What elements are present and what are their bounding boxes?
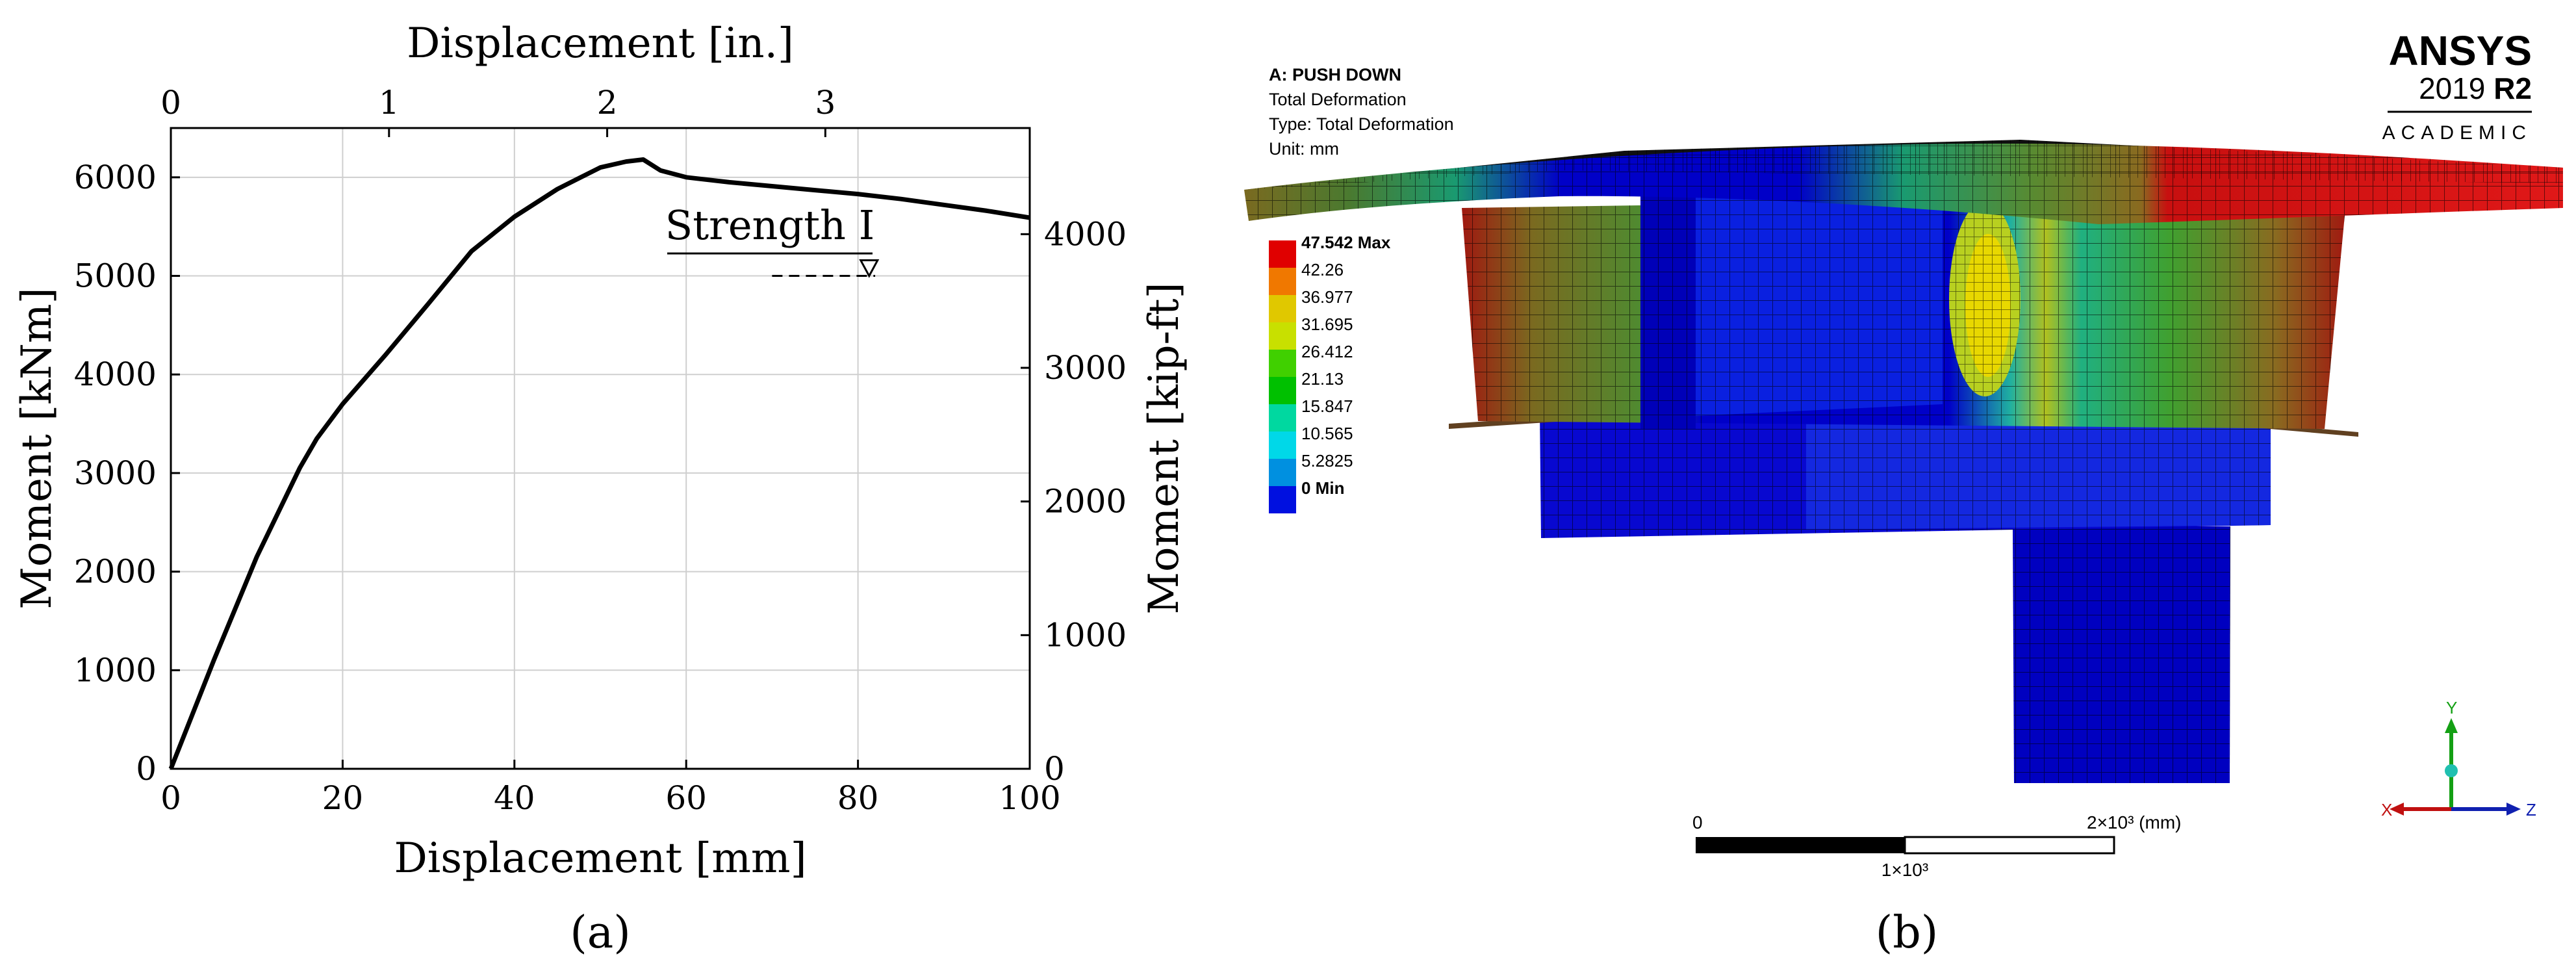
ansys-logo: ANSYS 2019 R2 ACADEMIC xyxy=(2382,27,2532,144)
axis-ticks xyxy=(170,128,1031,770)
right-tick-label: 2000 xyxy=(1044,483,1127,521)
y-tick-label: 4000 xyxy=(74,355,157,393)
logo-release: R2 xyxy=(2493,71,2532,105)
top-tick-label: 0 xyxy=(160,84,181,122)
header-line-2: Total Deformation xyxy=(1269,90,1407,109)
x-tick-label: 40 xyxy=(494,779,535,817)
y-tick-label: 6000 xyxy=(74,159,157,196)
moment-curve xyxy=(168,157,1030,770)
strength-label: Strength I xyxy=(665,201,874,249)
plot-frame xyxy=(170,127,1031,770)
right-tick-label: 3000 xyxy=(1044,349,1127,387)
triad-y-label: Y xyxy=(2446,698,2457,717)
legend-swatch xyxy=(1269,432,1296,459)
right-tick-label: 0 xyxy=(1044,750,1065,788)
legend-label: 21.13 xyxy=(1301,369,1344,389)
legend-swatch xyxy=(1269,295,1296,322)
legend-swatch xyxy=(1269,240,1296,268)
y-tick-label: 0 xyxy=(136,750,157,788)
legend-swatch xyxy=(1269,350,1296,377)
y-tick-label: 1000 xyxy=(74,651,157,689)
legend-label: 15.847 xyxy=(1301,396,1353,416)
strength-annotation: Strength I xyxy=(665,201,880,278)
y-axis-title: Moment [kNm] xyxy=(13,287,61,609)
legend-label: 31.695 xyxy=(1301,315,1353,334)
strength-marker xyxy=(859,259,880,278)
header-title: A: PUSH DOWN xyxy=(1269,65,1401,84)
scale-mid: 1×10³ xyxy=(1881,860,1928,880)
top-tick-label: 2 xyxy=(597,84,618,122)
x-tick-label: 80 xyxy=(837,779,879,817)
panel-a-label: (a) xyxy=(570,907,631,959)
y-tick-label: 5000 xyxy=(74,257,157,295)
legend-label: 26.412 xyxy=(1301,342,1353,361)
scale-bar-white xyxy=(1904,836,2115,855)
x-tick-label: 0 xyxy=(160,779,181,817)
scale-start: 0 xyxy=(1692,812,1703,832)
right-tick-label: 1000 xyxy=(1044,616,1127,654)
logo-edition: ACADEMIC xyxy=(2382,122,2532,144)
right-axis-title: Moment [kip-ft] xyxy=(1140,282,1188,614)
legend-label: 0 Min xyxy=(1301,478,1344,498)
y-tick-label: 2000 xyxy=(74,553,157,591)
logo-version: 2019 R2 xyxy=(2419,71,2532,105)
deformed-model xyxy=(1244,140,2563,783)
y-tick-label: 3000 xyxy=(74,454,157,492)
header-line-4: Unit: mm xyxy=(1269,139,1339,159)
x-tick-label: 100 xyxy=(999,779,1060,817)
logo-brand: ANSYS xyxy=(2389,27,2532,74)
legend-swatch xyxy=(1269,486,1296,513)
result-header: A: PUSH DOWN Total Deformation Type: Tot… xyxy=(1269,65,1454,159)
logo-version-number: 2019 xyxy=(2419,71,2485,105)
top-tick-label: 1 xyxy=(379,84,400,122)
fea-deformation-plot: A: PUSH DOWN Total Deformation Type: Tot… xyxy=(1244,27,2563,959)
scale-bar: 0 1×10³ 2×10³ (mm) xyxy=(1692,812,2181,880)
panel-b-label: (b) xyxy=(1876,907,1939,959)
top-axis-title: Displacement [in.] xyxy=(407,19,794,68)
legend-label: 47.542 Max xyxy=(1301,233,1391,252)
x-tick-label: 20 xyxy=(322,779,364,817)
legend-label: 10.565 xyxy=(1301,424,1353,443)
legend-label: 5.2825 xyxy=(1301,451,1353,471)
legend-swatch xyxy=(1269,268,1296,295)
triad-x-label: X xyxy=(2381,800,2392,819)
triad-z-label: Z xyxy=(2526,800,2536,819)
top-tick-label: 3 xyxy=(815,84,835,122)
x-tick-label: 60 xyxy=(665,779,707,817)
scale-bar-black xyxy=(1696,837,1905,853)
scale-end: 2×10³ (mm) xyxy=(2087,812,2181,832)
header-line-3: Type: Total Deformation xyxy=(1269,114,1454,134)
right-tick-label: 4000 xyxy=(1044,215,1127,253)
legend-swatch xyxy=(1269,322,1296,350)
x-axis-title: Displacement [mm] xyxy=(394,834,806,883)
triad-origin xyxy=(2445,764,2458,777)
legend-label: 36.977 xyxy=(1301,287,1353,307)
legend-swatch xyxy=(1269,377,1296,404)
legend-label: 42.26 xyxy=(1301,260,1344,279)
legend-swatch xyxy=(1269,459,1296,486)
color-legend: 47.542 Max 42.26 36.977 31.695 26.412 21.13 15… xyxy=(1269,233,1391,513)
legend-swatch xyxy=(1269,404,1296,432)
grid-lines xyxy=(170,128,1030,769)
coordinate-triad: Y X Z xyxy=(2381,698,2536,819)
